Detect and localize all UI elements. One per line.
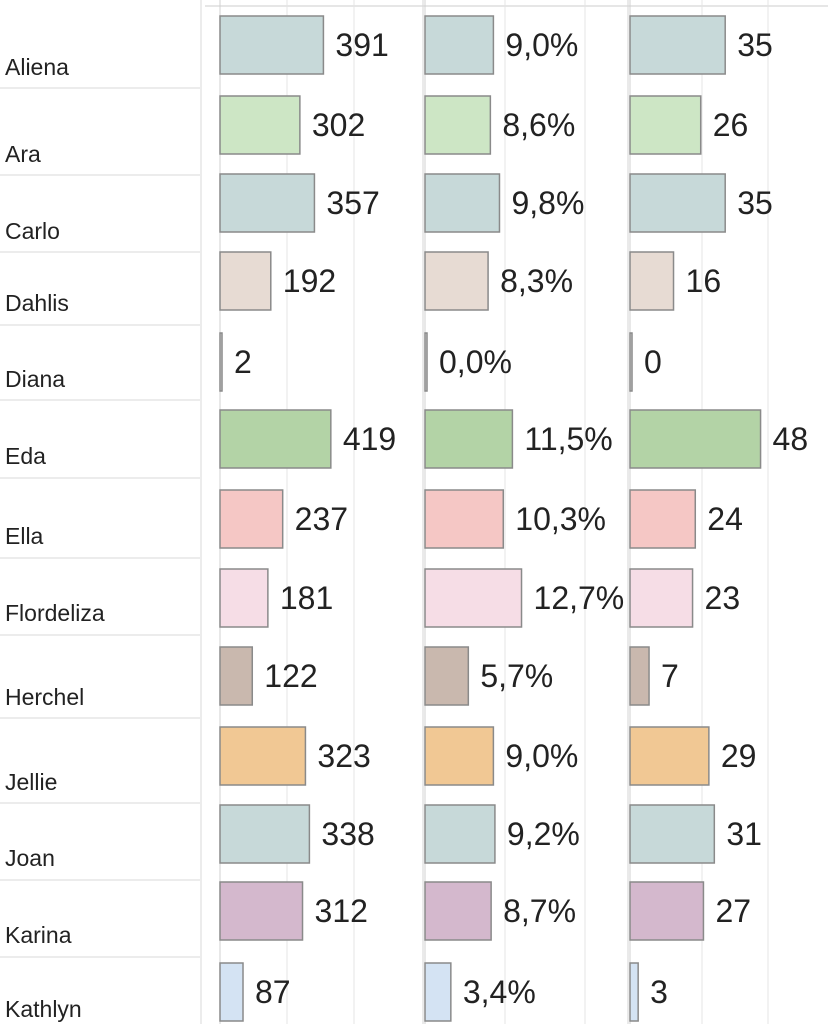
bar-p3 xyxy=(629,15,726,75)
data-label-p1: 338 xyxy=(321,816,374,852)
data-label-p3: 24 xyxy=(707,501,743,537)
data-label-p3: 31 xyxy=(726,816,762,852)
data-label-p2: 9,0% xyxy=(505,738,578,774)
bar-p2 xyxy=(424,173,501,233)
data-label-p1: 181 xyxy=(280,580,333,616)
bar-p1 xyxy=(219,173,316,233)
data-label-p3: 48 xyxy=(773,421,809,457)
data-label-p3: 26 xyxy=(713,107,749,143)
bar-p1 xyxy=(219,409,332,469)
bar-p2 xyxy=(424,489,505,549)
data-label-p2: 9,2% xyxy=(507,816,580,852)
bar-p2 xyxy=(424,95,492,155)
data-label-p3: 35 xyxy=(737,185,773,221)
bar-p2 xyxy=(424,568,523,628)
category-label: Jellie xyxy=(5,769,57,795)
data-label-p1: 391 xyxy=(335,27,388,63)
bar-p1 xyxy=(219,332,223,392)
data-label-p2: 9,8% xyxy=(511,185,584,221)
bar-p3 xyxy=(629,95,702,155)
bar-p3 xyxy=(629,962,639,1022)
data-label-p3: 35 xyxy=(737,27,773,63)
data-label-p1: 357 xyxy=(326,185,379,221)
bar-p3 xyxy=(629,489,697,549)
data-label-p2: 3,4% xyxy=(463,974,536,1010)
data-label-p2: 5,7% xyxy=(480,658,553,694)
data-label-p1: 312 xyxy=(315,893,368,929)
bar-p3 xyxy=(629,332,633,392)
data-label-p3: 0 xyxy=(644,344,662,380)
data-label-p3: 16 xyxy=(686,263,722,299)
bar-p2 xyxy=(424,726,495,786)
bar-p2 xyxy=(424,962,452,1022)
bar-p2 xyxy=(424,804,496,864)
bar-p1 xyxy=(219,489,284,549)
category-label: Aliena xyxy=(5,54,69,80)
bar-p2 xyxy=(424,881,492,941)
data-label-p2: 8,6% xyxy=(502,107,575,143)
bar-p1 xyxy=(219,95,301,155)
bar-p1 xyxy=(219,646,254,706)
data-label-p2: 9,0% xyxy=(505,27,578,63)
data-label-p3: 23 xyxy=(705,580,741,616)
category-label: Joan xyxy=(5,845,55,871)
data-label-p2: 0,0% xyxy=(439,344,512,380)
bar-p3 xyxy=(629,568,694,628)
category-label: Carlo xyxy=(5,218,60,244)
bar-p2 xyxy=(424,332,428,392)
bar-p2 xyxy=(424,409,514,469)
bar-p1 xyxy=(219,881,304,941)
data-label-p1: 87 xyxy=(255,974,291,1010)
bar-p1 xyxy=(219,804,311,864)
bar-p3 xyxy=(629,251,675,311)
data-label-p1: 192 xyxy=(283,263,336,299)
bar-p3 xyxy=(629,646,650,706)
category-label: Diana xyxy=(5,366,65,392)
category-label: Karina xyxy=(5,922,72,948)
category-label: Dahlis xyxy=(5,290,69,316)
bar-p3 xyxy=(629,409,762,469)
bar-p3 xyxy=(629,881,705,941)
bar-p3 xyxy=(629,804,716,864)
data-label-p1: 237 xyxy=(295,501,348,537)
data-label-p2: 10,3% xyxy=(515,501,606,537)
category-label: Ella xyxy=(5,523,44,549)
category-label: Eda xyxy=(5,443,46,469)
data-label-p1: 323 xyxy=(317,738,370,774)
category-label: Kathlyn xyxy=(5,996,82,1022)
category-label: Herchel xyxy=(5,684,84,710)
bar-p1 xyxy=(219,568,269,628)
bar-p2 xyxy=(424,251,489,311)
data-label-p1: 2 xyxy=(234,344,252,380)
category-label: Flordeliza xyxy=(5,600,105,626)
data-label-p2: 11,5% xyxy=(524,421,612,457)
data-label-p3: 27 xyxy=(715,893,751,929)
bar-p1 xyxy=(219,962,244,1022)
bar-p2 xyxy=(424,15,495,75)
data-label-p3: 3 xyxy=(650,974,668,1010)
bar-p3 xyxy=(629,726,710,786)
bar-p3 xyxy=(629,173,726,233)
category-label: Ara xyxy=(5,141,41,167)
data-label-p3: 29 xyxy=(721,738,757,774)
data-label-p1: 122 xyxy=(264,658,317,694)
data-label-p1: 302 xyxy=(312,107,365,143)
data-label-p3: 7 xyxy=(661,658,679,694)
bar-p1 xyxy=(219,251,272,311)
bar-p1 xyxy=(219,15,325,75)
data-label-p2: 8,3% xyxy=(500,263,573,299)
bar-p2 xyxy=(424,646,470,706)
data-label-p2: 8,7% xyxy=(503,893,576,929)
data-label-p2: 12,7% xyxy=(534,580,625,616)
data-label-p1: 419 xyxy=(343,421,396,457)
bar-p1 xyxy=(219,726,307,786)
